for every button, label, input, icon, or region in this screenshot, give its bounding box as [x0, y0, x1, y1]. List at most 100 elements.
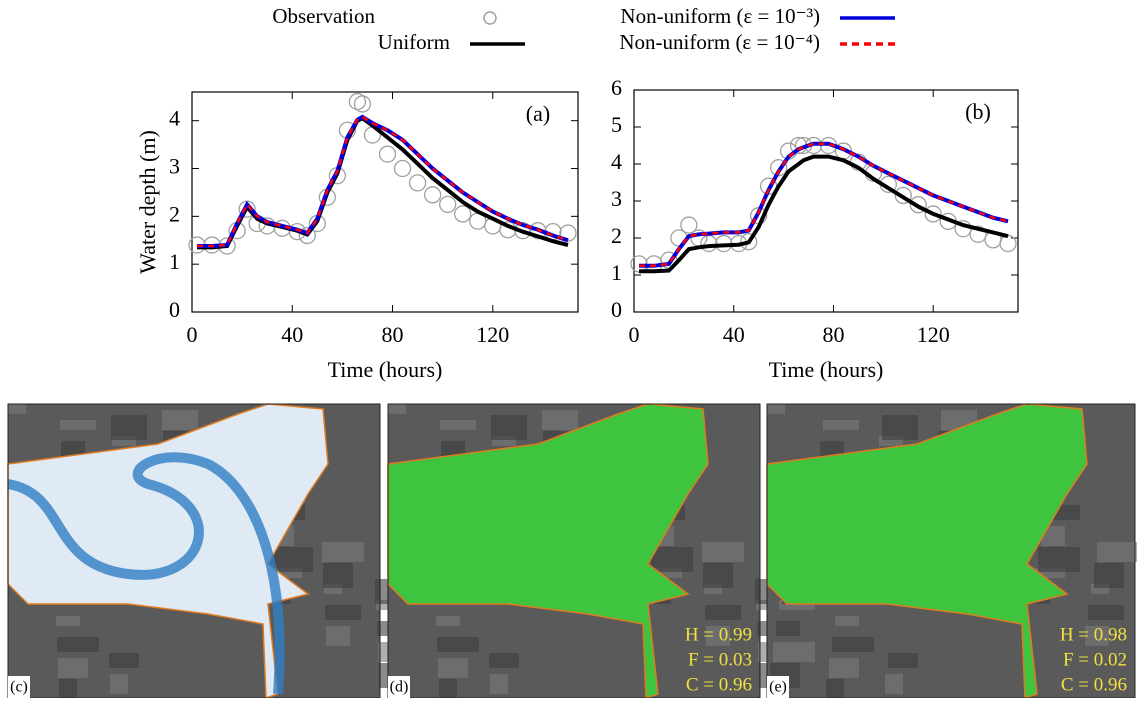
map-texture — [492, 436, 516, 446]
map-texture — [652, 568, 682, 578]
map-texture — [542, 410, 578, 430]
series-line — [639, 142, 1009, 268]
fit-statistic: F = 0.02 — [1063, 649, 1127, 670]
legend-marker — [483, 11, 497, 25]
x-tick-label: 0 — [629, 322, 640, 347]
observation-marker — [740, 233, 758, 251]
map-texture — [61, 441, 85, 456]
map-texture — [1041, 526, 1065, 546]
map-texture — [491, 415, 527, 440]
map-texture — [704, 584, 722, 594]
observation-marker — [238, 200, 256, 218]
panel-label: (d) — [390, 679, 409, 696]
map-texture — [1035, 568, 1065, 578]
map-texture — [439, 679, 457, 703]
map-texture — [112, 436, 136, 446]
x-tick-label: 80 — [382, 322, 404, 347]
map-texture — [779, 600, 815, 610]
map-texture — [767, 404, 785, 414]
y-tick-label: 0 — [611, 297, 622, 322]
map-texture — [325, 605, 361, 620]
map-texture — [773, 642, 815, 662]
map-texture — [8, 404, 26, 414]
plot-frame — [191, 91, 579, 313]
map-texture — [888, 653, 918, 668]
y-tick-label: 0 — [169, 297, 180, 322]
label-box — [8, 676, 30, 698]
map-texture — [109, 653, 139, 668]
map-panel: (e) H = 0.98 F = 0.02 C = 0.96 — [766, 403, 1137, 703]
fit-statistic: H = 0.98 — [1060, 624, 1127, 645]
map-texture — [57, 637, 99, 652]
y-tick-label: 2 — [169, 201, 180, 226]
observation-marker — [408, 174, 427, 192]
fit-statistic: C = 0.96 — [1061, 674, 1127, 695]
map-texture — [438, 658, 468, 678]
map-texture — [1094, 563, 1124, 588]
map-panel: (c) — [6, 403, 420, 703]
y-tick-label: 1 — [169, 249, 180, 274]
y-axis-label: Water depth (m) — [135, 130, 160, 274]
y-tick-label: 1 — [611, 260, 622, 285]
river — [6, 452, 285, 695]
observation-marker — [439, 195, 457, 214]
map-texture — [60, 420, 96, 430]
map-texture — [882, 415, 918, 440]
map-texture — [110, 674, 128, 694]
map-texture — [832, 637, 874, 652]
map-texture — [885, 674, 903, 694]
y-tick-label: 4 — [611, 149, 622, 174]
legend-label: Uniform — [378, 30, 450, 54]
map-texture — [388, 404, 406, 414]
y-tick-label: 2 — [611, 223, 622, 248]
observation-marker — [999, 234, 1017, 253]
observation-marker — [559, 224, 577, 242]
x-tick-label: 80 — [822, 322, 844, 347]
map-texture — [56, 616, 80, 626]
observation-marker — [924, 205, 942, 223]
map-texture — [829, 658, 859, 678]
series-line — [197, 115, 569, 250]
x-tick-label: 0 — [187, 322, 198, 347]
series-line — [639, 154, 1009, 274]
map-texture — [440, 420, 476, 430]
map-texture — [703, 563, 733, 588]
observation-marker — [969, 225, 987, 243]
map-texture — [1088, 605, 1124, 620]
map-texture — [1038, 547, 1080, 572]
observation-marker — [378, 145, 397, 163]
map-texture — [702, 542, 744, 562]
legend-label: Observation — [272, 4, 375, 28]
y-tick-label: 6 — [611, 75, 622, 100]
series-line — [197, 115, 569, 248]
map-texture — [1097, 542, 1137, 562]
map-texture — [162, 410, 198, 430]
observation-marker — [769, 159, 788, 177]
observation-marker — [454, 205, 472, 223]
map-texture — [272, 568, 302, 578]
panel-label: (c) — [10, 679, 28, 696]
x-tick-label: 40 — [723, 322, 745, 347]
y-tick-label: 3 — [169, 154, 180, 179]
x-axis-label: Time (hours) — [328, 357, 443, 382]
y-tick-label: 4 — [169, 106, 180, 131]
map-texture — [58, 658, 88, 678]
observation-marker — [700, 234, 718, 253]
legend-label: Non-uniform (ε = 10⁻⁴) — [619, 30, 820, 54]
panel-label: (a) — [526, 101, 550, 126]
observation-marker — [353, 95, 372, 113]
label-box — [767, 676, 789, 698]
panel-label: (b) — [965, 99, 991, 124]
map-texture — [436, 616, 460, 626]
y-tick-label: 5 — [611, 112, 622, 137]
observation-marker — [298, 226, 316, 245]
map-panel: (d) H = 0.99 F = 0.03 C = 0.96 — [387, 403, 800, 703]
x-tick-label: 40 — [281, 322, 303, 347]
map-texture — [1091, 584, 1109, 594]
x-tick-label: 120 — [917, 322, 950, 347]
map-texture — [441, 441, 465, 456]
map-texture — [1085, 626, 1109, 646]
observation-marker — [894, 186, 912, 205]
fit-statistic: F = 0.03 — [688, 649, 752, 670]
